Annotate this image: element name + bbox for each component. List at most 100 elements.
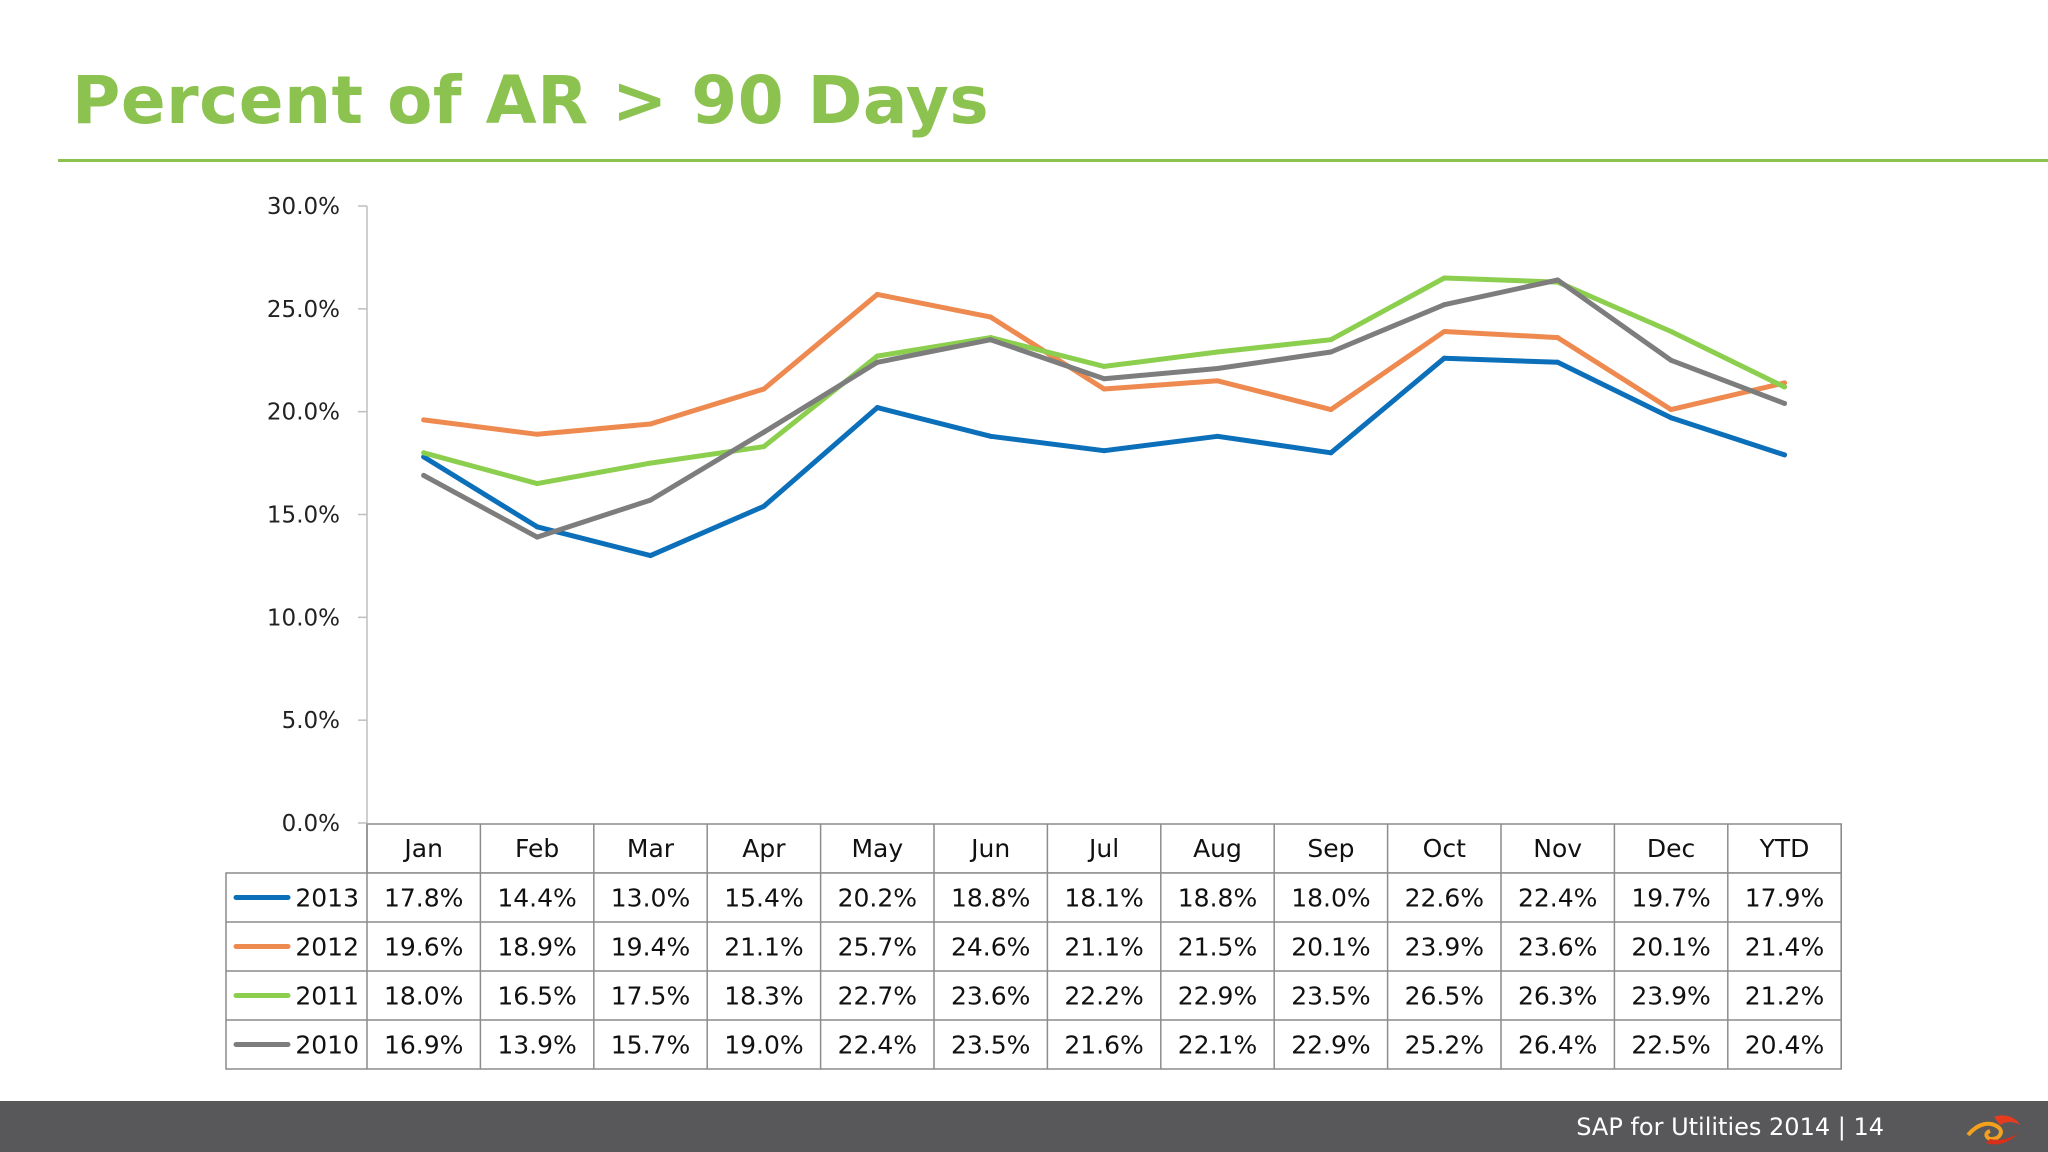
data-point-2010-Oct — [1441, 302, 1447, 308]
category-label: Jul — [1087, 834, 1119, 863]
data-point-2013-Mar — [648, 553, 653, 559]
data-point-2012-Jun — [988, 314, 994, 320]
data-label: 18.0% — [384, 982, 463, 1011]
data-label: 25.2% — [1405, 1031, 1484, 1060]
data-point-2013-Aug — [1215, 433, 1220, 439]
data-point-2010-Dec — [1668, 357, 1674, 363]
data-label: 14.4% — [497, 884, 576, 913]
data-label: 23.9% — [1631, 982, 1710, 1011]
data-label: 17.9% — [1745, 884, 1824, 913]
data-point-2012-Jan — [421, 417, 427, 423]
data-point-2013-Sep — [1328, 450, 1334, 456]
data-label: 16.9% — [384, 1031, 463, 1060]
data-point-2013-Feb — [534, 524, 540, 530]
data-label: 19.6% — [384, 933, 463, 962]
data-point-2010-Jun — [988, 337, 994, 343]
category-label: Jun — [969, 834, 1010, 863]
data-point-2011-Feb — [534, 481, 540, 487]
data-label: 19.7% — [1631, 884, 1710, 913]
data-point-2012-May — [874, 291, 880, 297]
data-point-2012-Nov — [1555, 335, 1561, 341]
data-point-2012-Mar — [648, 421, 653, 427]
data-label: 20.4% — [1745, 1031, 1824, 1060]
y-tick-label: 0.0% — [282, 811, 340, 837]
data-point-2010-Nov — [1555, 277, 1561, 283]
data-label: 22.9% — [1178, 982, 1257, 1011]
category-label: Mar — [627, 834, 675, 863]
data-point-2011-May — [874, 353, 880, 359]
data-point-2011-Jul — [1101, 363, 1107, 369]
data-point-2011-Mar — [648, 460, 653, 466]
title-divider — [58, 159, 2048, 162]
data-label: 15.4% — [724, 884, 803, 913]
footer-text: SAP for Utilities 2014 | 14 — [1576, 1113, 1884, 1141]
data-label: 19.4% — [611, 933, 690, 962]
chart-series-lines — [421, 275, 1787, 559]
chart-axes: 0.0% 5.0% 10.0% 15.0% 20.0% 25.0% 30.0% — [267, 194, 368, 837]
data-label: 20.1% — [1631, 933, 1710, 962]
data-label: 16.5% — [497, 982, 576, 1011]
data-point-2010-Jul — [1101, 376, 1107, 382]
data-label: 23.5% — [951, 1031, 1030, 1060]
data-label: 22.1% — [1178, 1031, 1257, 1060]
data-label: 26.3% — [1518, 982, 1597, 1011]
data-label: 21.1% — [724, 933, 803, 962]
data-label: 13.9% — [497, 1031, 576, 1060]
data-point-2010-Mar — [648, 497, 653, 503]
category-label: Jan — [402, 834, 443, 863]
y-tick-label: 30.0% — [267, 194, 340, 220]
data-label: 21.5% — [1178, 933, 1257, 962]
data-point-2010-Aug — [1215, 365, 1220, 371]
category-label: Nov — [1533, 834, 1582, 863]
data-label: 22.4% — [838, 1031, 917, 1060]
data-label: 18.8% — [951, 884, 1030, 913]
company-logo-icon — [1966, 1115, 2020, 1145]
data-label: 13.0% — [611, 884, 690, 913]
data-label: 17.5% — [611, 982, 690, 1011]
data-point-2011-Sep — [1328, 337, 1334, 343]
data-point-2013-May — [874, 405, 880, 411]
y-tick-label: 25.0% — [267, 297, 340, 323]
data-point-2012-Apr — [761, 386, 767, 392]
data-label: 23.5% — [1291, 982, 1370, 1011]
data-label: 20.2% — [838, 884, 917, 913]
data-label: 21.2% — [1745, 982, 1824, 1011]
data-label: 18.9% — [497, 933, 576, 962]
category-label: Feb — [515, 834, 559, 863]
chart-data-table: Jan Feb Mar Apr May Jun Jul Aug Sep Oct Nov Dec YTD 2… — [225, 823, 1842, 1070]
category-label: Dec — [1647, 834, 1695, 863]
data-label: 21.1% — [1064, 933, 1143, 962]
data-label: 18.8% — [1178, 884, 1257, 913]
data-label: 21.4% — [1745, 933, 1824, 962]
legend-label-2010: 2010 — [295, 1031, 359, 1060]
category-label: Apr — [742, 834, 786, 863]
data-point-2010-YTD — [1782, 400, 1787, 406]
data-label: 20.1% — [1291, 933, 1370, 962]
data-label: 18.1% — [1064, 884, 1143, 913]
y-tick-label: 5.0% — [282, 708, 340, 734]
data-label: 23.6% — [1518, 933, 1597, 962]
data-point-2013-Apr — [761, 503, 767, 509]
data-point-2011-Dec — [1668, 328, 1674, 334]
data-label: 25.7% — [838, 933, 917, 962]
data-label: 22.2% — [1064, 982, 1143, 1011]
data-point-2011-YTD — [1782, 384, 1787, 390]
data-label: 22.7% — [838, 982, 917, 1011]
data-point-2010-Apr — [761, 429, 767, 435]
data-point-2012-Aug — [1215, 378, 1220, 384]
data-point-2013-Nov — [1555, 359, 1561, 365]
legend-label-2013: 2013 — [295, 884, 359, 913]
y-tick-label: 15.0% — [267, 503, 340, 529]
legend-label-2012: 2012 — [295, 933, 359, 962]
data-label: 18.0% — [1291, 884, 1370, 913]
data-point-2012-Dec — [1668, 407, 1674, 413]
data-label: 22.9% — [1291, 1031, 1370, 1060]
data-point-2013-Jul — [1101, 448, 1107, 454]
data-label: 15.7% — [611, 1031, 690, 1060]
legend-label-2011: 2011 — [295, 982, 359, 1011]
data-label: 22.4% — [1518, 884, 1597, 913]
category-label: Aug — [1193, 834, 1242, 863]
data-label: 18.3% — [724, 982, 803, 1011]
data-label: 24.6% — [951, 933, 1030, 962]
data-label: 19.0% — [724, 1031, 803, 1060]
